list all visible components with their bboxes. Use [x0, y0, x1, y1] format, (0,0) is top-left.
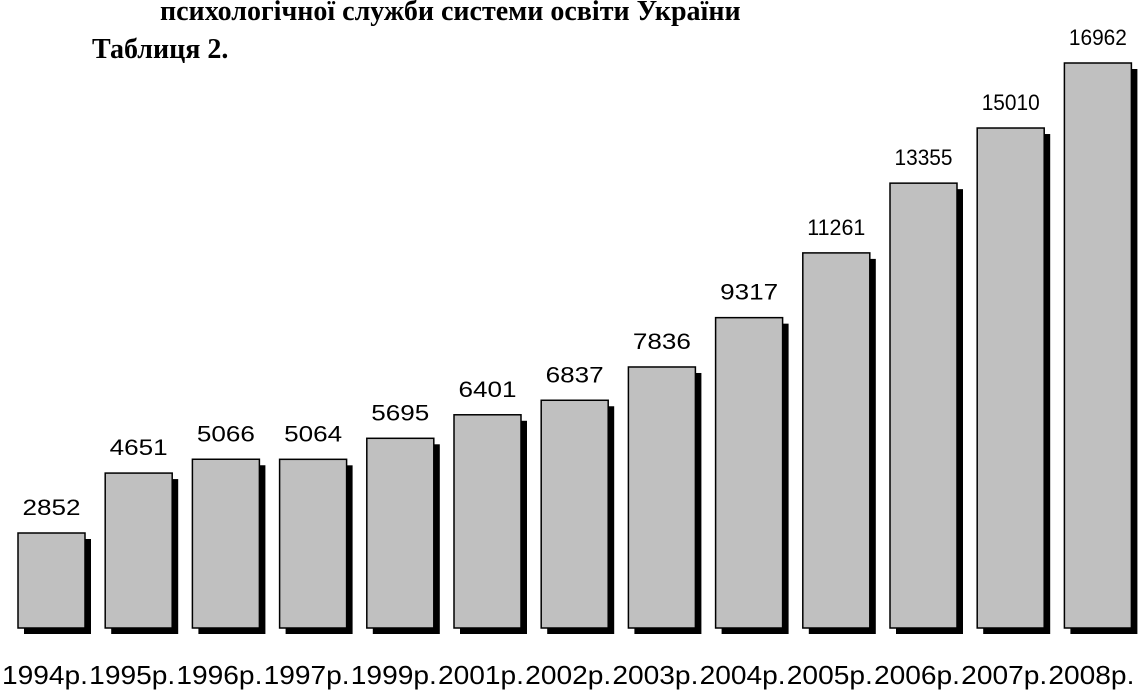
x-tick-label: 1994р. — [2, 660, 88, 690]
data-label: 16962 — [1069, 25, 1127, 50]
x-tick-label: 2005р. — [787, 660, 873, 690]
x-tick-label: 2006р. — [874, 660, 960, 690]
x-tick-label: 1995р. — [89, 660, 175, 690]
bar — [540, 399, 609, 629]
x-tick-label: 2007р. — [961, 660, 1047, 690]
bar — [366, 437, 435, 629]
data-label: 7836 — [633, 329, 691, 354]
bar — [278, 458, 348, 629]
data-label: 6837 — [546, 362, 604, 387]
bar — [191, 458, 261, 629]
data-label: 9317 — [720, 280, 778, 305]
bar — [627, 366, 697, 629]
x-tick-label: 2003р. — [612, 660, 698, 690]
data-label: 5066 — [197, 421, 255, 446]
data-label: 6401 — [459, 377, 517, 402]
data-label: 2852 — [23, 495, 81, 520]
bar — [17, 532, 86, 629]
bar — [802, 252, 871, 629]
chart-subtitle: Таблиця 2. — [92, 34, 228, 65]
x-tick-label: 1997р. — [264, 660, 350, 690]
x-tick-label: 2008р. — [1048, 660, 1134, 690]
bar — [714, 316, 784, 629]
x-tick-label: 2002р. — [525, 660, 611, 690]
bar — [976, 127, 1045, 629]
data-label: 13355 — [895, 145, 953, 170]
data-label: 15010 — [982, 90, 1040, 115]
data-label: 5064 — [284, 421, 342, 446]
bar — [453, 414, 522, 629]
bar — [1063, 62, 1133, 629]
data-label: 5695 — [371, 400, 429, 425]
bar — [889, 182, 958, 629]
data-label: 11261 — [807, 215, 865, 240]
bar — [104, 472, 173, 629]
x-tick-label: 2001р. — [438, 660, 524, 690]
x-tick-label: 1996р. — [176, 660, 262, 690]
data-label: 4651 — [110, 435, 168, 460]
x-tick-label: 1999р. — [351, 660, 437, 690]
chart-title: психологічної служби системи освіти Укра… — [160, 0, 741, 27]
x-tick-label: 2004р. — [700, 660, 786, 690]
